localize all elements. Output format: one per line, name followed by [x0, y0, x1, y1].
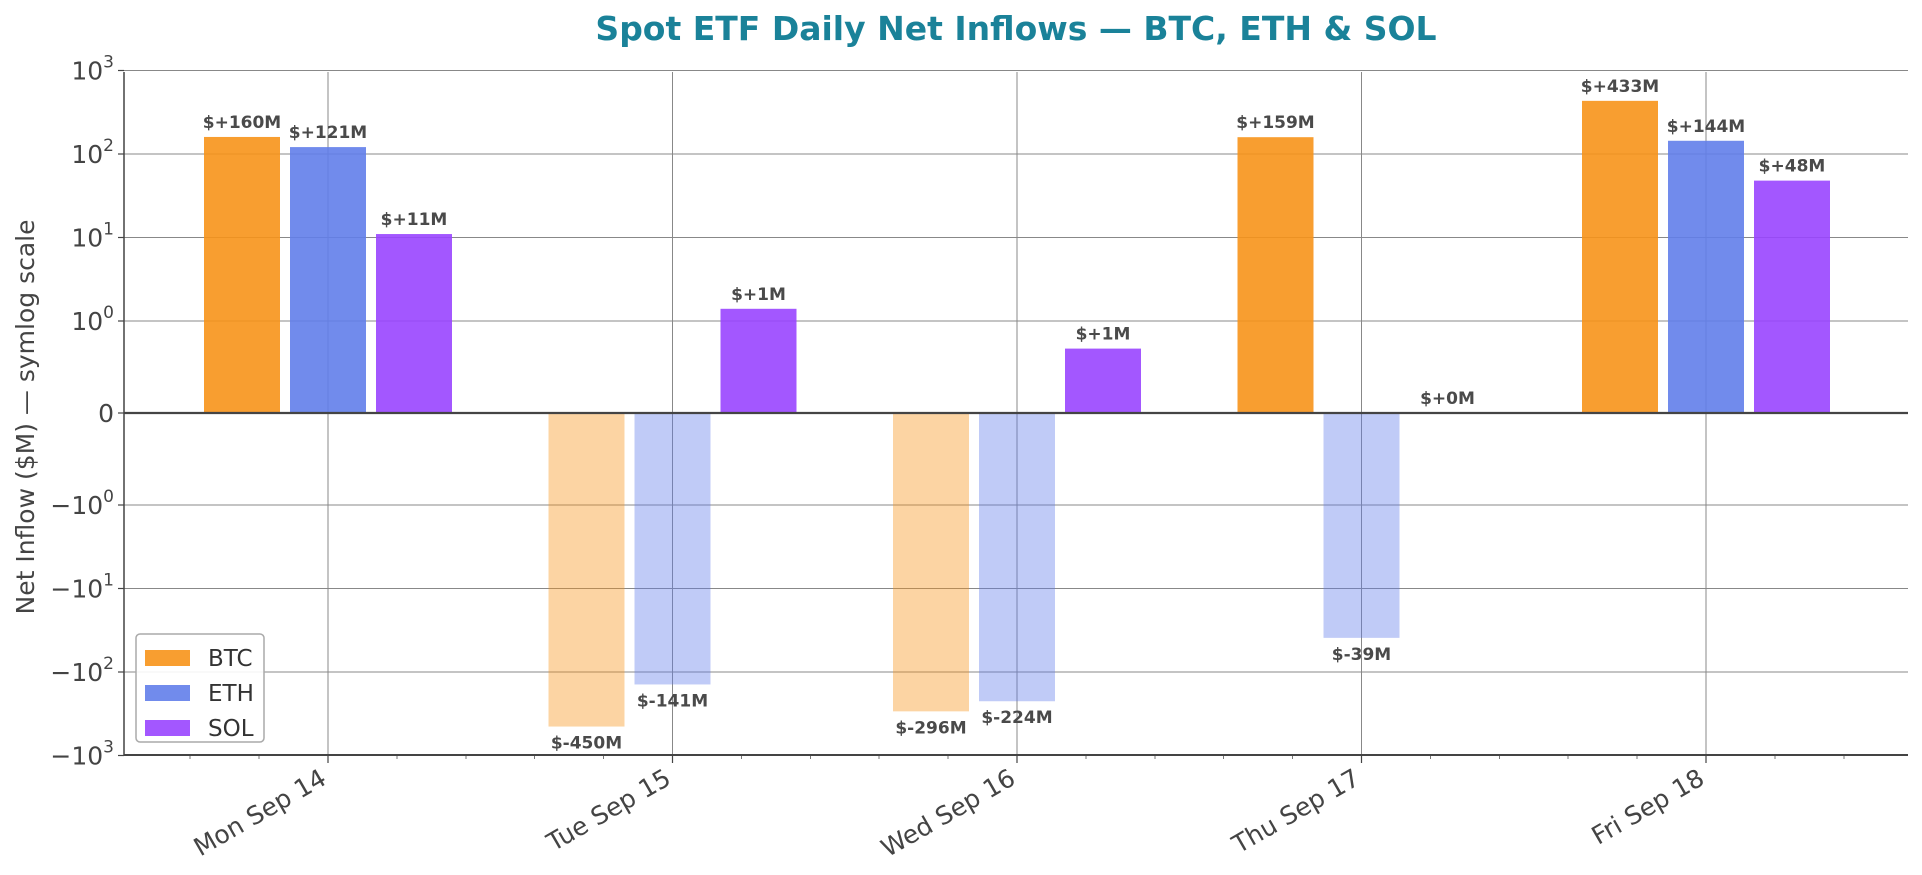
x-tick-label: Fri Sep 18	[1587, 763, 1709, 850]
bars-layer	[204, 100, 1830, 727]
y-tick-label: −102	[50, 654, 114, 687]
bar-sol	[1754, 180, 1830, 413]
bar-btc	[548, 413, 625, 727]
legend-swatch-sol	[145, 720, 190, 736]
bar-btc	[204, 136, 280, 413]
legend-label-eth: ETH	[208, 681, 254, 707]
y-axis-label: Net Inflow ($M) — symlog scale	[11, 219, 40, 614]
x-tick-label: Wed Sep 16	[876, 763, 1020, 863]
data-label: $+1M	[1076, 325, 1131, 345]
bar-btc	[1237, 137, 1314, 413]
bar-eth	[1668, 140, 1744, 413]
data-label: $+159M	[1236, 113, 1314, 133]
y-tick-label: 101	[71, 220, 114, 253]
y-tick-label: 0	[98, 399, 114, 428]
bar-eth	[634, 413, 711, 685]
x-tick-label: Thu Sep 17	[1226, 763, 1364, 860]
y-tick-label: 102	[71, 136, 114, 169]
data-label: $-296M	[895, 718, 966, 738]
chart-title: Spot ETF Daily Net Inflows — BTC, ETH & …	[595, 9, 1436, 48]
bar-sol	[1065, 348, 1141, 413]
bar-eth	[1323, 413, 1400, 638]
y-tick-label: 100	[71, 303, 114, 336]
x-tick-label: Mon Sep 14	[189, 763, 331, 862]
data-label: $+160M	[203, 113, 281, 133]
data-label: $+144M	[1667, 117, 1745, 137]
legend-label-sol: SOL	[208, 716, 254, 742]
data-label: $+121M	[289, 123, 367, 143]
y-tick-label: −101	[50, 571, 114, 604]
legend-swatch-eth	[145, 685, 190, 701]
bar-btc	[1582, 100, 1658, 413]
bar-eth	[290, 147, 366, 414]
bar-eth	[979, 413, 1055, 702]
axes-layer	[118, 69, 1908, 763]
data-label: $+433M	[1581, 77, 1659, 97]
y-tick-label: 103	[71, 53, 114, 86]
bar-sol	[376, 234, 452, 413]
legend: BTC ETH SOL	[135, 633, 265, 743]
legend-swatch-btc	[145, 650, 190, 666]
data-label: $-39M	[1332, 645, 1391, 665]
y-tick-label: −103	[50, 738, 114, 771]
data-label: $+1M	[731, 285, 786, 305]
data-label: $+11M	[381, 210, 448, 230]
data-label: $+48M	[1759, 157, 1826, 177]
data-label: $-450M	[551, 734, 622, 754]
data-label: $+0M	[1420, 389, 1475, 409]
legend-label-btc: BTC	[208, 646, 253, 672]
bar-sol	[720, 308, 797, 413]
data-label: $-141M	[637, 691, 708, 711]
y-tick-label: −100	[50, 487, 114, 520]
x-tick-label: Tue Sep 15	[541, 763, 675, 857]
data-label: $-224M	[981, 708, 1052, 728]
bar-btc	[893, 413, 969, 712]
